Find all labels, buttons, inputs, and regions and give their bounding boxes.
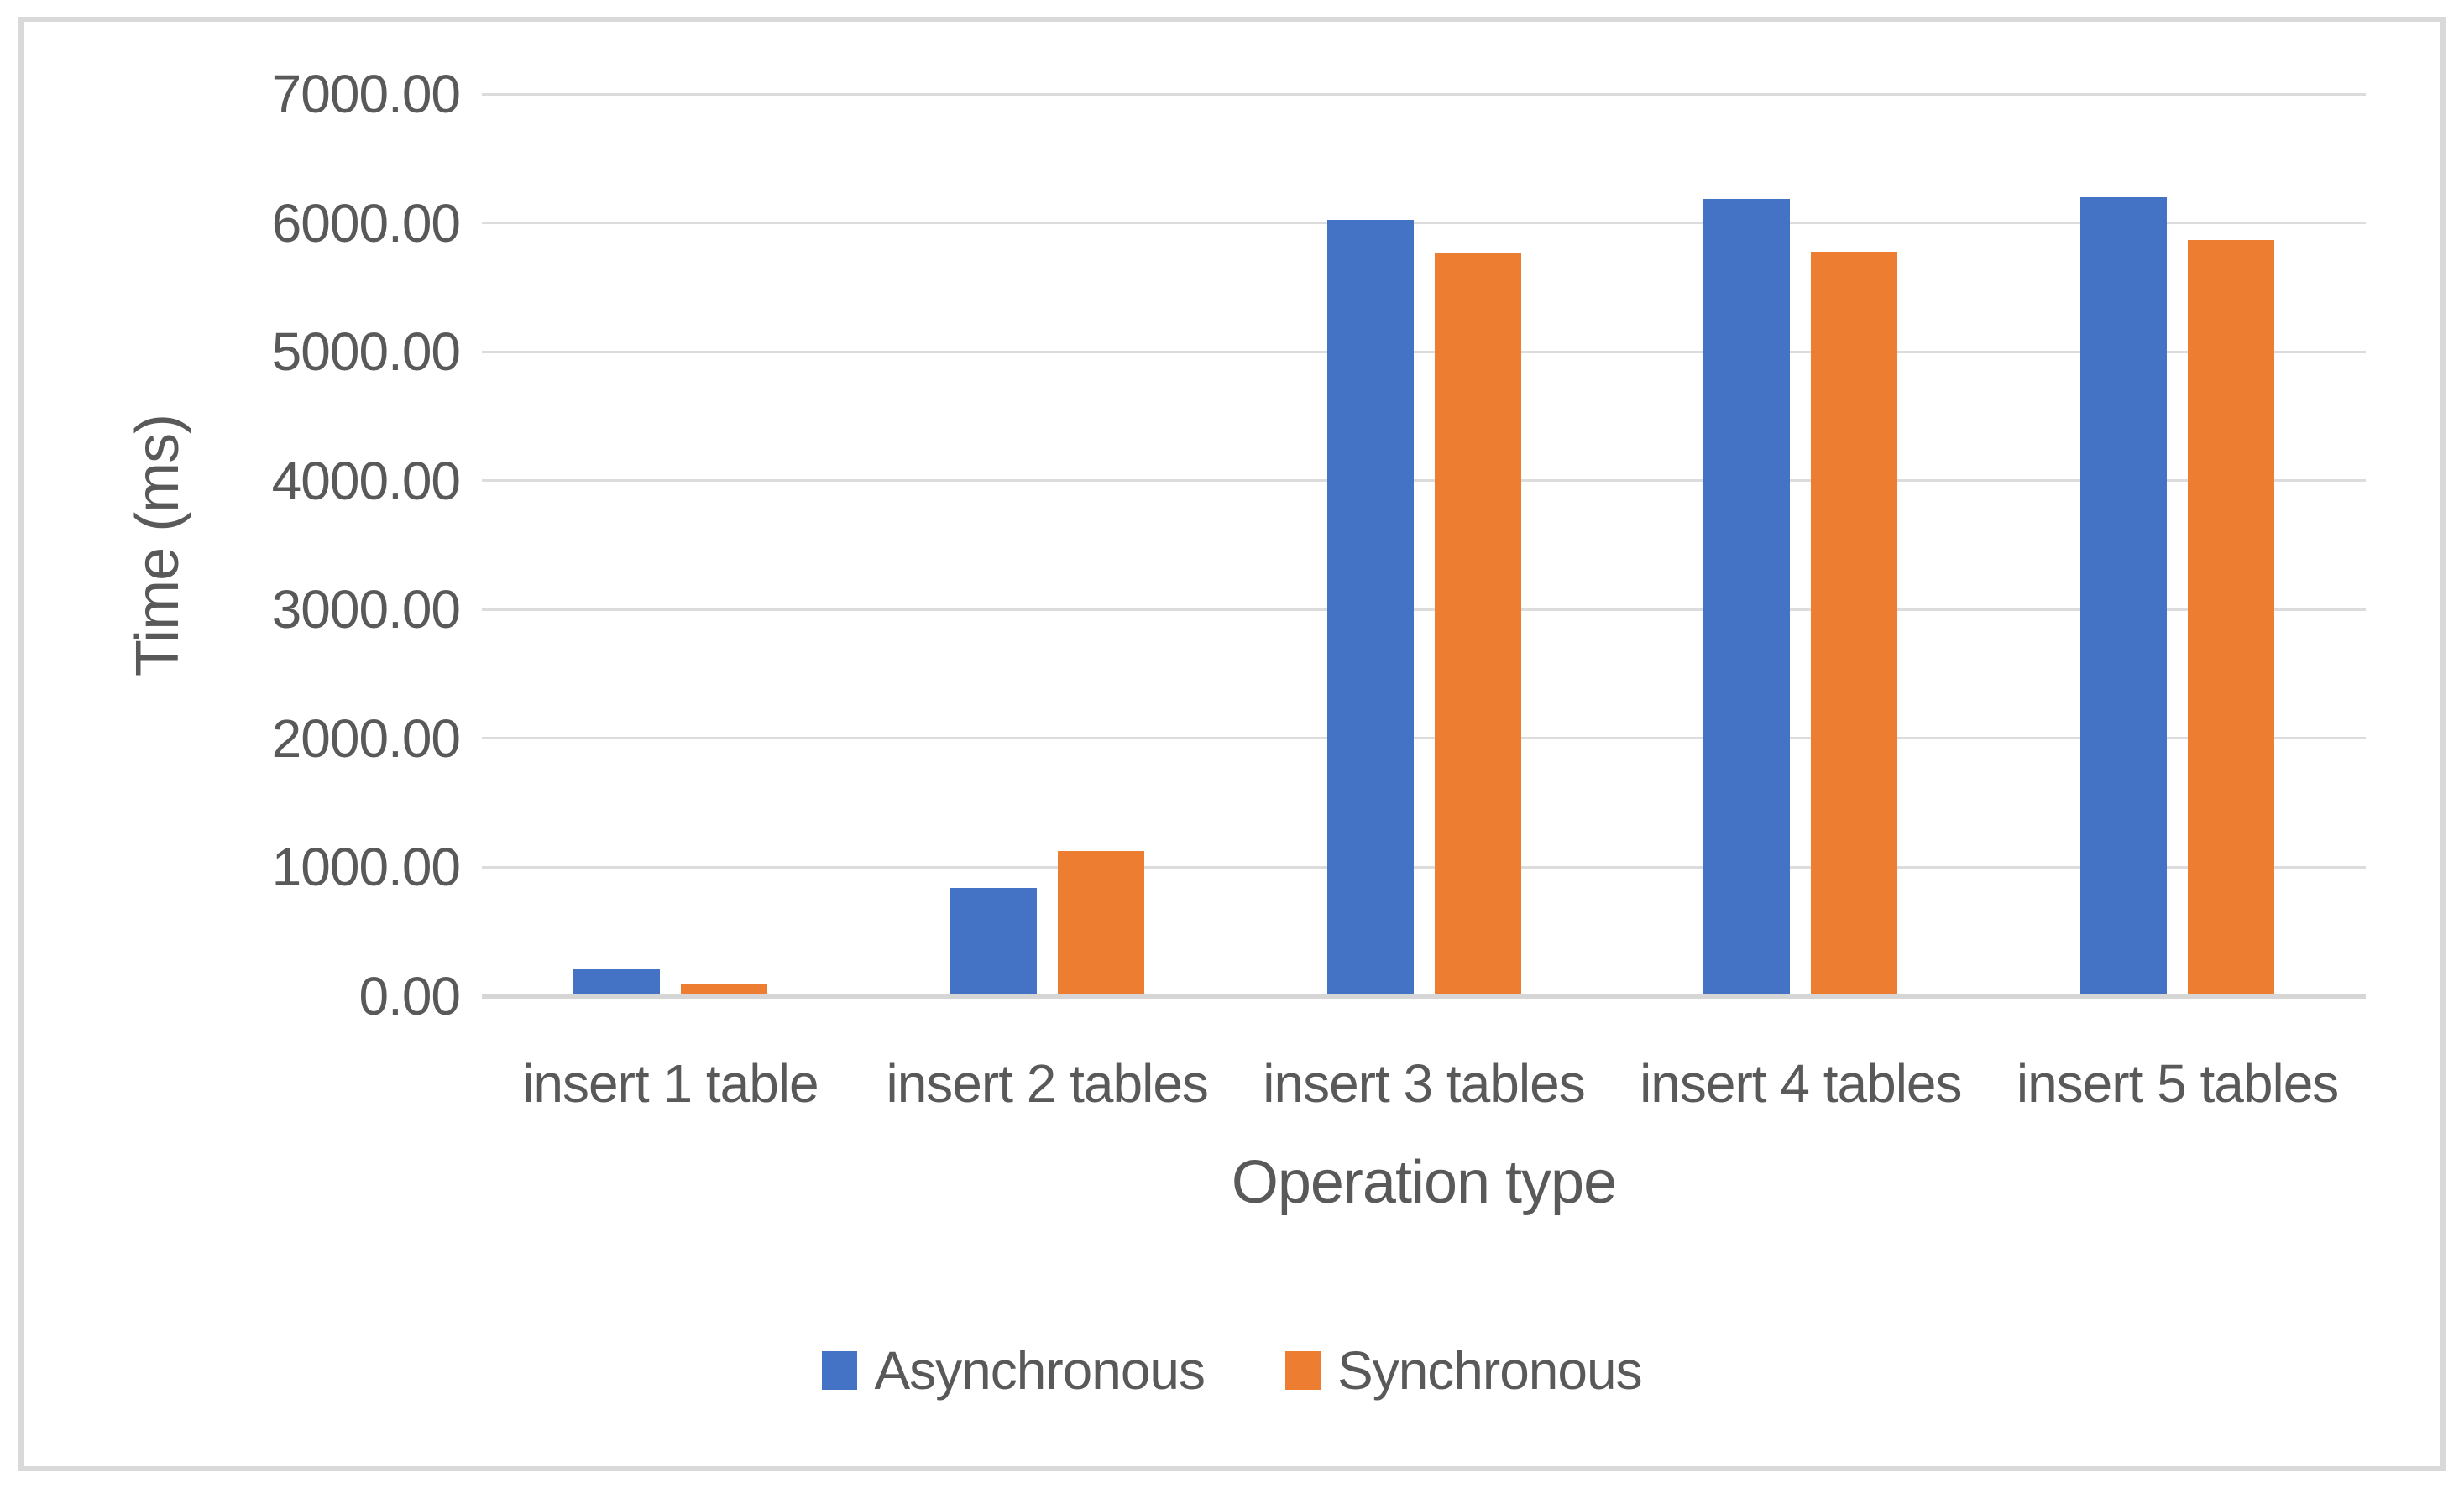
x-tick-label: insert 3 tables: [1263, 1053, 1585, 1114]
gridline: [482, 865, 2366, 869]
y-axis-title: Time (ms): [124, 414, 191, 677]
legend-item-asynchronous: Asynchronous: [822, 1339, 1206, 1402]
y-tick-label: 7000.00: [271, 64, 461, 124]
bar-asynchronous-insert-1-table: [573, 969, 660, 996]
legend-swatch-asynchronous: [822, 1351, 858, 1390]
y-tick-label: 2000.00: [271, 707, 461, 769]
bar-synchronous-insert-2-tables: [1057, 851, 1144, 996]
legend: Asynchronous Synchronous: [0, 1339, 2464, 1402]
x-axis-title: Operation type: [1231, 1149, 1617, 1216]
bar-asynchronous-insert-3-tables: [1326, 219, 1414, 996]
gridline: [482, 479, 2366, 483]
gridline: [482, 737, 2366, 740]
bar-synchronous-insert-1-table: [680, 984, 767, 996]
x-tick-label: insert 1 table: [522, 1053, 819, 1114]
bar-synchronous-insert-5-tables: [2188, 240, 2275, 996]
legend-swatch-synchronous: [1285, 1351, 1321, 1390]
y-tick-label: 5000.00: [271, 321, 461, 383]
legend-item-synchronous: Synchronous: [1285, 1339, 1643, 1402]
x-tick-label: insert 4 tables: [1640, 1053, 1962, 1114]
y-tick-label: 0.00: [358, 966, 461, 1026]
chart-border: [18, 17, 2446, 1471]
gridline: [482, 222, 2366, 225]
y-tick-label: 3000.00: [271, 579, 461, 640]
gridline: [482, 92, 2366, 96]
gridline: [482, 350, 2366, 353]
x-tick-label: insert 5 tables: [2016, 1053, 2339, 1114]
bar-asynchronous-insert-2-tables: [950, 888, 1037, 996]
y-tick-label: 1000.00: [271, 837, 461, 898]
legend-label-asynchronous: Asynchronous: [874, 1340, 1206, 1401]
legend-label-synchronous: Synchronous: [1337, 1340, 1643, 1401]
bar-synchronous-insert-3-tables: [1434, 253, 1521, 996]
x-axis-line: [482, 994, 2366, 999]
bar-asynchronous-insert-5-tables: [2080, 196, 2168, 996]
bar-asynchronous-insert-4-tables: [1703, 199, 1791, 996]
y-tick-label: 4000.00: [271, 450, 461, 511]
gridline: [482, 608, 2366, 611]
y-tick-label: 6000.00: [271, 192, 461, 253]
x-tick-label: insert 2 tables: [886, 1053, 1208, 1114]
bar-synchronous-insert-4-tables: [1811, 252, 1898, 996]
